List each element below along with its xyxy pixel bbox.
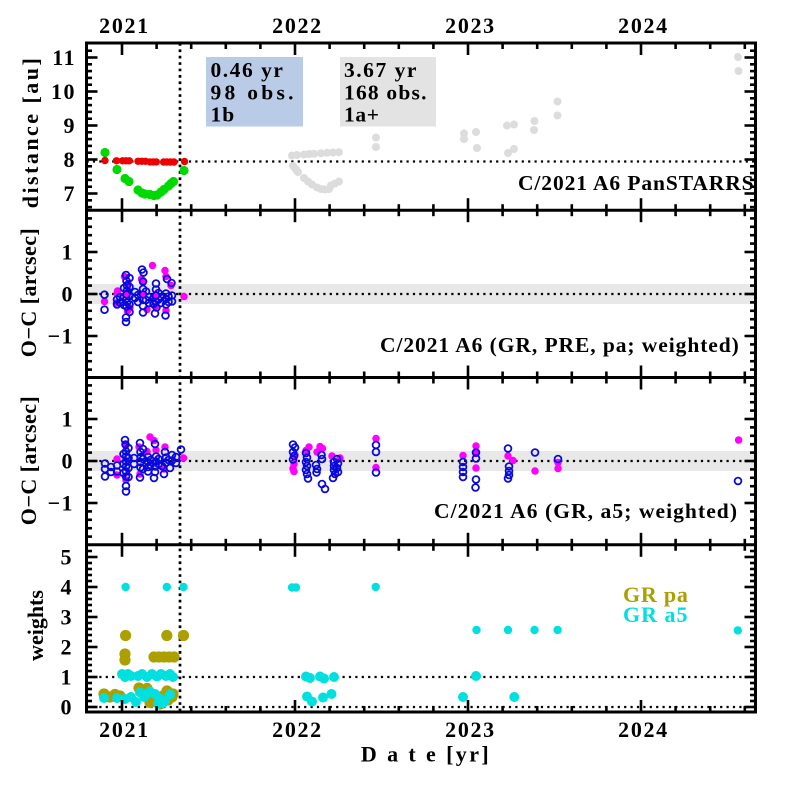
svg-text:2024: 2024 bbox=[618, 13, 669, 38]
svg-text:distance [au]: distance [au] bbox=[18, 56, 43, 209]
svg-text:4: 4 bbox=[61, 574, 74, 599]
svg-text:3.67 yr: 3.67 yr bbox=[344, 58, 418, 82]
svg-text:C/2021 A6 PanSTARRS: C/2021 A6 PanSTARRS bbox=[518, 171, 755, 195]
svg-text:2021: 2021 bbox=[99, 717, 150, 742]
svg-text:10: 10 bbox=[51, 79, 76, 104]
svg-text:0: 0 bbox=[61, 694, 74, 719]
svg-text:0.46 yr: 0.46 yr bbox=[211, 58, 285, 82]
svg-text:1: 1 bbox=[62, 239, 75, 264]
svg-text:2024: 2024 bbox=[618, 717, 669, 742]
svg-text:2022: 2022 bbox=[272, 13, 323, 38]
svg-text:2: 2 bbox=[61, 634, 74, 659]
svg-text:2023: 2023 bbox=[445, 13, 496, 38]
svg-text:7: 7 bbox=[64, 181, 77, 206]
svg-text:GR pa: GR pa bbox=[623, 582, 689, 607]
svg-text:O−C [arcsec]: O−C [arcsec] bbox=[16, 396, 41, 525]
svg-text:1b: 1b bbox=[211, 103, 236, 127]
svg-text:98 obs.: 98 obs. bbox=[211, 81, 297, 105]
svg-text:1a+: 1a+ bbox=[344, 103, 380, 127]
svg-text:1: 1 bbox=[62, 406, 75, 431]
svg-text:D a t e [yr]: D a t e [yr] bbox=[361, 742, 491, 767]
svg-text:weights: weights bbox=[23, 590, 48, 661]
svg-text:11: 11 bbox=[52, 45, 76, 70]
svg-text:1: 1 bbox=[61, 664, 74, 689]
svg-text:2021: 2021 bbox=[99, 13, 150, 38]
svg-text:168 obs.: 168 obs. bbox=[344, 81, 428, 105]
svg-text:0: 0 bbox=[62, 281, 75, 306]
svg-text:3: 3 bbox=[61, 604, 74, 629]
svg-text:C/2021 A6 (GR, PRE, pa; weight: C/2021 A6 (GR, PRE, pa; weighted) bbox=[380, 333, 740, 357]
svg-text:5: 5 bbox=[61, 544, 74, 569]
svg-text:C/2021 A6 (GR, a5; weighted): C/2021 A6 (GR, a5; weighted) bbox=[434, 499, 738, 523]
svg-text:−1: −1 bbox=[47, 323, 74, 348]
svg-text:2023: 2023 bbox=[445, 717, 496, 742]
svg-text:0: 0 bbox=[62, 448, 75, 473]
svg-text:2022: 2022 bbox=[272, 717, 323, 742]
svg-text:GR a5: GR a5 bbox=[623, 602, 689, 627]
svg-text:8: 8 bbox=[64, 147, 77, 172]
svg-text:−1: −1 bbox=[47, 490, 74, 515]
svg-text:O−C [arcsec]: O−C [arcsec] bbox=[16, 228, 41, 357]
svg-text:9: 9 bbox=[64, 113, 77, 138]
